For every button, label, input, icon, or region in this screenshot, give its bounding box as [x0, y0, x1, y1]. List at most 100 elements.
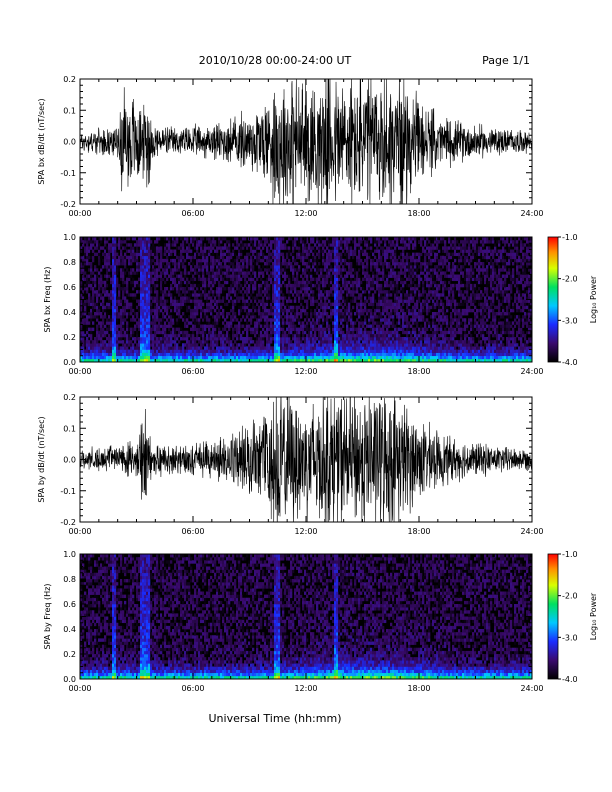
- panel-bx-spectrogram-cell: [258, 315, 261, 319]
- panel-bx-spectrogram-cell: [120, 302, 123, 307]
- panel-bx-spectrogram-cell: [282, 246, 285, 250]
- panel-bx-spectrogram-cell: [172, 277, 175, 282]
- panel-bx-spectrogram-cell: [126, 324, 129, 328]
- panel-bx-spectrogram-cell: [284, 274, 287, 278]
- panel-bx-spectrogram-cell: [184, 280, 187, 285]
- panel-bx-spectrogram-cell: [378, 255, 381, 260]
- panel-bx-spectrogram-cell: [266, 277, 269, 282]
- panel-bx-spectrogram-cell: [310, 352, 313, 357]
- panel-bx-spectrogram-cell: [280, 352, 283, 357]
- panel-bx-spectrogram-cell: [290, 330, 293, 335]
- panel-bx-spectrogram-cell: [366, 262, 369, 266]
- panel-bx-spectrogram-cell: [262, 302, 265, 307]
- panel-bx-spectrogram-cell: [176, 308, 179, 313]
- panel-bx-spectrogram-cell: [320, 324, 323, 328]
- panel-bx-spectrogram-cell: [256, 262, 259, 266]
- panel-bx-spectrogram-cell: [320, 355, 323, 360]
- panel-bx-spectrogram-cell: [276, 312, 279, 316]
- panel-bx-spectrogram-cell: [164, 258, 167, 263]
- panel-bx-spectrogram-cell: [296, 346, 299, 350]
- panel-bx-spectrogram-cell: [124, 330, 127, 335]
- panel-bx-spectrogram-cell: [236, 268, 239, 272]
- panel-bx-spectrogram-cell: [220, 340, 223, 344]
- panel-bx-spectrogram-cell: [350, 333, 353, 338]
- panel-bx-spectrogram-cell: [252, 312, 255, 316]
- panel-bx-spectrogram-cell: [304, 287, 307, 291]
- panel-bx-spectrogram-cell: [132, 255, 135, 260]
- panel-bx-spectrogram-cell: [358, 249, 361, 253]
- panel-bx-spectrogram-cell: [336, 333, 339, 338]
- panel-bx-spectrogram-cell: [276, 265, 279, 269]
- panel-bx-spectrogram-cell: [130, 252, 133, 257]
- panel-bx-spectrogram-cell: [96, 337, 99, 341]
- panel-bx-spectrogram-cell: [396, 340, 399, 344]
- panel-bx-spectrogram-cell: [260, 333, 263, 338]
- panel-bx-spectrogram-cell: [356, 280, 359, 285]
- panel-bx-spectrogram-cell: [174, 287, 177, 291]
- panel-bx-spectrogram-cell: [126, 321, 129, 325]
- panel-bx-spectrogram-cell: [296, 271, 299, 275]
- panel-bx-spectrogram-cell: [158, 302, 161, 307]
- panel-bx-spectrogram-cell: [364, 243, 367, 247]
- panel-bx-spectrogram-cell: [112, 321, 115, 325]
- panel-bx-spectrogram-cell: [228, 299, 231, 303]
- panel-bx-spectrogram-cell: [132, 349, 135, 353]
- panel-bx-spectrogram-cell: [314, 337, 317, 341]
- panel-bx-spectrogram-cell: [362, 321, 365, 325]
- panel-bx-spectrogram-cell: [322, 280, 325, 285]
- panel-bx-spectrogram-cell: [346, 330, 349, 335]
- panel-bx-spectrogram-cell: [158, 299, 161, 303]
- panel-bx-spectrogram-cell: [392, 280, 395, 285]
- panel-bx-spectrogram-cell: [114, 352, 117, 357]
- panel-bx-spectrogram-cell: [366, 277, 369, 282]
- panel-bx-spectrogram-cell: [150, 287, 153, 291]
- panel-bx-spectrogram-cell: [100, 327, 103, 332]
- panel-bx-spectrogram-cell: [170, 299, 173, 303]
- panel-bx-spectrogram-cell: [282, 355, 285, 360]
- panel-bx-spectrogram-cell: [302, 333, 305, 338]
- panel-bx-spectrogram-cell: [296, 290, 299, 294]
- panel-bx-spectrogram-cell: [154, 268, 157, 272]
- panel-bx-spectrogram-cell: [346, 358, 349, 363]
- panel-bx-spectrogram-cell: [372, 299, 375, 303]
- panel-bx-spectrogram-cell: [116, 324, 119, 328]
- panel-bx-spectrogram-cell: [204, 308, 207, 313]
- panel-bx-spectrogram-cell: [280, 358, 283, 363]
- panel-bx-spectrogram-cell: [204, 249, 207, 253]
- panel-bx-spectrogram-cell: [210, 330, 213, 335]
- panel-bx-spectrogram-cell: [198, 355, 201, 360]
- panel-bx-spectrogram-cell: [90, 277, 93, 282]
- panel-bx-spectrogram-cell: [136, 346, 139, 350]
- panel-bx-spectrogram-cell: [296, 352, 299, 357]
- panel-bx-spectrogram-cell: [314, 258, 317, 263]
- panel-bx-spectrogram-cell: [352, 346, 355, 350]
- panel-bx-spectrogram-cell: [392, 352, 395, 357]
- panel-bx-spectrogram-cell: [378, 243, 381, 247]
- panel-bx-spectrogram-cell: [306, 246, 309, 250]
- panel-bx-spectrogram-cell: [160, 271, 163, 275]
- panel-bx-spectrogram-cell: [300, 237, 303, 241]
- panel-bx-spectrogram-cell: [158, 271, 161, 275]
- panel-bx-spectrogram-cell: [190, 258, 193, 263]
- panel-bx-spectrogram-cell: [112, 349, 115, 353]
- panel-bx-spectrogram-cell: [310, 355, 313, 360]
- panel-bx-spectrogram-cell: [180, 315, 183, 319]
- panel-bx-spectrogram-cell: [328, 315, 331, 319]
- panel-bx-spectrogram-cell: [82, 318, 85, 322]
- panel-bx-spectrogram-cell: [362, 249, 365, 253]
- panel-bx-spectrogram-cell: [362, 352, 365, 357]
- panel-bx-spectrogram-cell: [144, 337, 147, 341]
- panel-bx-spectrogram-cell: [330, 340, 333, 344]
- panel-bx-spectrogram-cell: [170, 352, 173, 357]
- panel-bx-spectrogram-cell: [324, 330, 327, 335]
- panel-bx-spectrogram-cell: [188, 340, 191, 344]
- panel-bx-spectrogram-cell: [352, 274, 355, 278]
- panel-bx-spectrogram-cell: [168, 315, 171, 319]
- panel-bx-spectrogram-cell: [260, 290, 263, 294]
- panel-bx-spectrogram-cell: [174, 318, 177, 322]
- panel-bx-spectrogram-cell: [162, 271, 165, 275]
- panel-bx-spectrogram-cell: [372, 280, 375, 285]
- panel-bx-spectrogram-cell: [90, 315, 93, 319]
- panel-bx-spectrogram-cell: [308, 343, 311, 347]
- panel-bx-spectrogram-cell: [364, 305, 367, 310]
